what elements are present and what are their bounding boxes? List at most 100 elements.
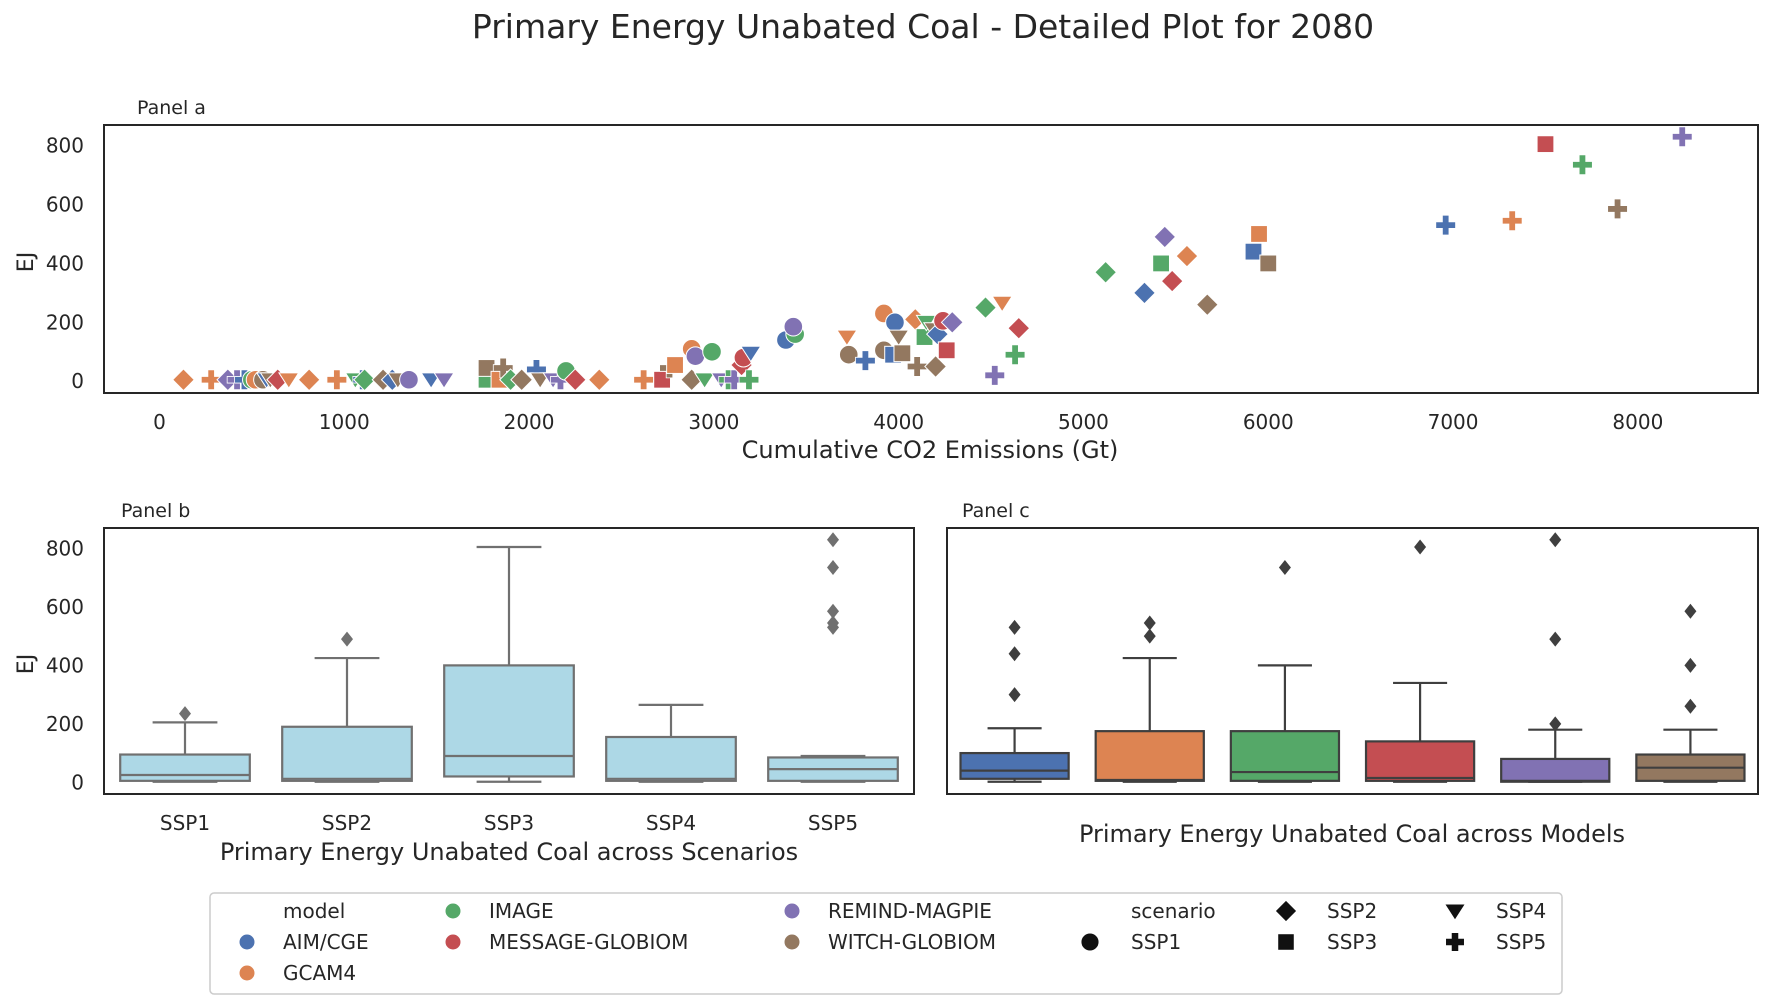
- panel-c-outlier: [1684, 657, 1697, 673]
- panel-a-x-tick-label: 2000: [504, 410, 555, 434]
- panel-c-box: [1500, 757, 1611, 783]
- scatter-point: [1244, 242, 1263, 261]
- panel-a-label: Panel a: [137, 97, 206, 119]
- legend-model-marker: [238, 964, 256, 982]
- panel-c-outlier: [1143, 628, 1156, 644]
- panel-c-outlier: [1549, 631, 1562, 647]
- legend-model-label: REMIND-MAGPIE: [828, 899, 992, 923]
- panel-b-outlier: [827, 532, 839, 548]
- scatter-point: [906, 356, 928, 377]
- panel-c-outlier: [1684, 698, 1697, 714]
- panel-a-x-tick-label: 7000: [1428, 410, 1479, 434]
- panel-c-outlier: [1008, 619, 1021, 635]
- scatter-point: [974, 296, 998, 320]
- scatter-point: [838, 344, 859, 365]
- legend-model-marker: [444, 933, 462, 951]
- legend-model-marker: [444, 902, 462, 920]
- panel-c: Panel c Primary Energy Unabated Coal acr…: [946, 500, 1759, 848]
- scatter-point: [1572, 154, 1593, 176]
- panel-a-y-axis-label: EJ: [14, 252, 39, 272]
- legend-items: model AIM/CGE GCAM4 IMAGE MESSAGE-GLOBIOM REM…: [238, 899, 1546, 985]
- scatter-point: [1160, 269, 1184, 293]
- scatter-point: [1195, 293, 1219, 317]
- scatter-point: [924, 354, 948, 379]
- scatter-point: [887, 329, 910, 347]
- scatter-point: [855, 350, 876, 371]
- panel-a-y-tick-label: 600: [46, 193, 84, 217]
- legend-scenario-label: SSP2: [1327, 899, 1377, 923]
- scatter-point: [738, 369, 760, 391]
- panel-c-outlier: [1549, 532, 1562, 548]
- scatter-point: [1004, 344, 1026, 366]
- panel-a-y-tick-label: 200: [46, 310, 84, 334]
- panel-c-outlier: [1414, 539, 1427, 555]
- panel-b-x-tick-label: SSP3: [484, 811, 534, 835]
- scatter-point: [1250, 225, 1268, 243]
- panel-c-label: Panel c: [962, 500, 1030, 522]
- panel-c-box: [1094, 730, 1205, 782]
- panel-a-x-tick-label: 6000: [1243, 410, 1294, 434]
- scatter-point: [587, 368, 611, 392]
- legend-scenario-label: SSP5: [1496, 930, 1546, 954]
- scatter-point: [723, 369, 745, 391]
- legend-model-marker: [783, 933, 801, 951]
- panel-b-boxes: [119, 532, 899, 783]
- panel-b-label: Panel b: [121, 500, 190, 522]
- scatter-point: [563, 368, 587, 392]
- scatter-point: [399, 369, 419, 390]
- panel-b-outlier: [341, 631, 353, 647]
- scatter-point: [1175, 244, 1199, 268]
- scatter-point: [783, 316, 804, 337]
- scatter-point: [693, 372, 716, 390]
- panel-b-x-tick-label: SSP1: [160, 811, 210, 835]
- scatter-point: [893, 344, 912, 363]
- scatter-point: [353, 368, 377, 392]
- legend-scenario-label: SSP4: [1496, 899, 1546, 923]
- panel-b-outlier: [827, 559, 839, 575]
- panel-b-x-ticks: SSP1 SSP2 SSP3 SSP4 SSP5: [160, 811, 858, 835]
- scatter-point: [433, 372, 455, 390]
- scatter-point: [702, 341, 722, 362]
- scatter-point: [510, 368, 534, 392]
- scatter-point: [984, 365, 1006, 386]
- scatter-point: [633, 369, 654, 391]
- panel-a-y-tick-label: 0: [71, 369, 84, 393]
- panel-a-x-axis-label: Cumulative CO2 Emissions (Gt): [742, 436, 1119, 464]
- panel-a-x-tick-label: 5000: [1058, 410, 1109, 434]
- scatter-point: [1094, 260, 1118, 284]
- scatter-point: [937, 341, 956, 360]
- panel-b-y-ticks: 0 200 400 600 800: [46, 536, 84, 794]
- panel-c-outlier: [1008, 646, 1021, 662]
- scatter-point: [297, 368, 321, 392]
- panel-a-x-tick-label: 8000: [1612, 410, 1663, 434]
- scatter-point: [940, 310, 964, 334]
- legend-model-label: MESSAGE-GLOBIOM: [489, 930, 688, 954]
- legend-model-label: GCAM4: [283, 961, 356, 985]
- panel-c-outlier: [1008, 687, 1021, 703]
- scatter-point: [1007, 316, 1031, 340]
- legend-scenario-marker: [1278, 934, 1294, 950]
- panel-b-outlier: [827, 603, 839, 619]
- panel-b-x-tick-label: SSP4: [646, 811, 696, 835]
- legend-scenario-marker: [1445, 904, 1465, 920]
- scatter-point: [1671, 126, 1693, 148]
- panel-c-box: [1364, 740, 1476, 782]
- panel-c-outlier: [1278, 559, 1291, 575]
- legend-model-label: WITCH-GLOBIOM: [828, 930, 996, 954]
- panel-c-frame: [946, 527, 1759, 795]
- panel-a: Panel a 0 200 400 600 800 0 1000 2000 3000 4000 5…: [14, 97, 1759, 464]
- panel-b-frame: [103, 527, 915, 795]
- panel-b-y-tick-label: 800: [46, 536, 84, 560]
- panel-c-outlier: [1549, 716, 1562, 732]
- panel-b-box: [443, 664, 575, 778]
- scatter-point: [1132, 281, 1156, 305]
- panel-b-x-tick-label: SSP5: [808, 811, 858, 835]
- legend-scenario-marker: [1275, 900, 1297, 922]
- panel-b-outlier: [179, 706, 191, 722]
- panel-a-y-tick-label: 800: [46, 134, 84, 158]
- panel-b-box: [605, 735, 737, 782]
- legend-model-marker: [783, 902, 801, 920]
- panel-a-y-ticks: 0 200 400 600 800: [46, 134, 84, 394]
- legend-scenario-marker: [1446, 933, 1464, 951]
